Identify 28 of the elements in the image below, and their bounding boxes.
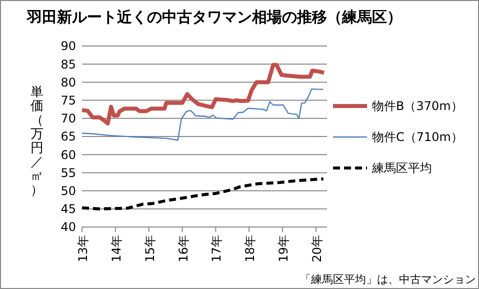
chart-title: 羽田新ルート近くの中古タワマン相場の推移（練馬区） — [26, 8, 402, 26]
y-tick-label: 45 — [60, 202, 76, 216]
y-tick-label: 55 — [60, 166, 76, 180]
y-axis-title: 単価（万円／㎡） — [30, 85, 44, 198]
y-tick-label: 65 — [60, 130, 76, 144]
y-tick-label: 85 — [60, 57, 76, 72]
x-tick-label: 20年 — [310, 235, 324, 262]
legend-label: 練馬区平均 — [371, 161, 432, 176]
x-tick-label: 13年 — [76, 235, 90, 262]
x-tick-label: 18年 — [243, 235, 258, 262]
x-tick-label: 19年 — [276, 235, 291, 262]
y-tick-label: 70 — [60, 112, 76, 126]
x-tick-label: 17年 — [210, 235, 224, 262]
x-tick-label: 14年 — [109, 235, 124, 262]
y-tick-label: 80 — [60, 75, 76, 90]
legend-label: 物件B（370m） — [372, 99, 463, 114]
line-series — [80, 62, 326, 126]
y-tick-label: 90 — [60, 39, 76, 54]
x-tick-label: 16年 — [176, 235, 190, 262]
y-tick-label: 60 — [60, 148, 76, 162]
x-tick-label: 15年 — [142, 235, 157, 262]
y-tick-label: 75 — [60, 94, 76, 108]
line-series — [80, 177, 325, 210]
text: 「練馬区平均」は、中古マンション — [300, 273, 476, 286]
legend-label: 物件C（710m） — [372, 130, 463, 144]
line-series — [81, 88, 324, 141]
y-tick-label: 50 — [60, 184, 76, 198]
y-tick-label: 40 — [60, 220, 76, 234]
